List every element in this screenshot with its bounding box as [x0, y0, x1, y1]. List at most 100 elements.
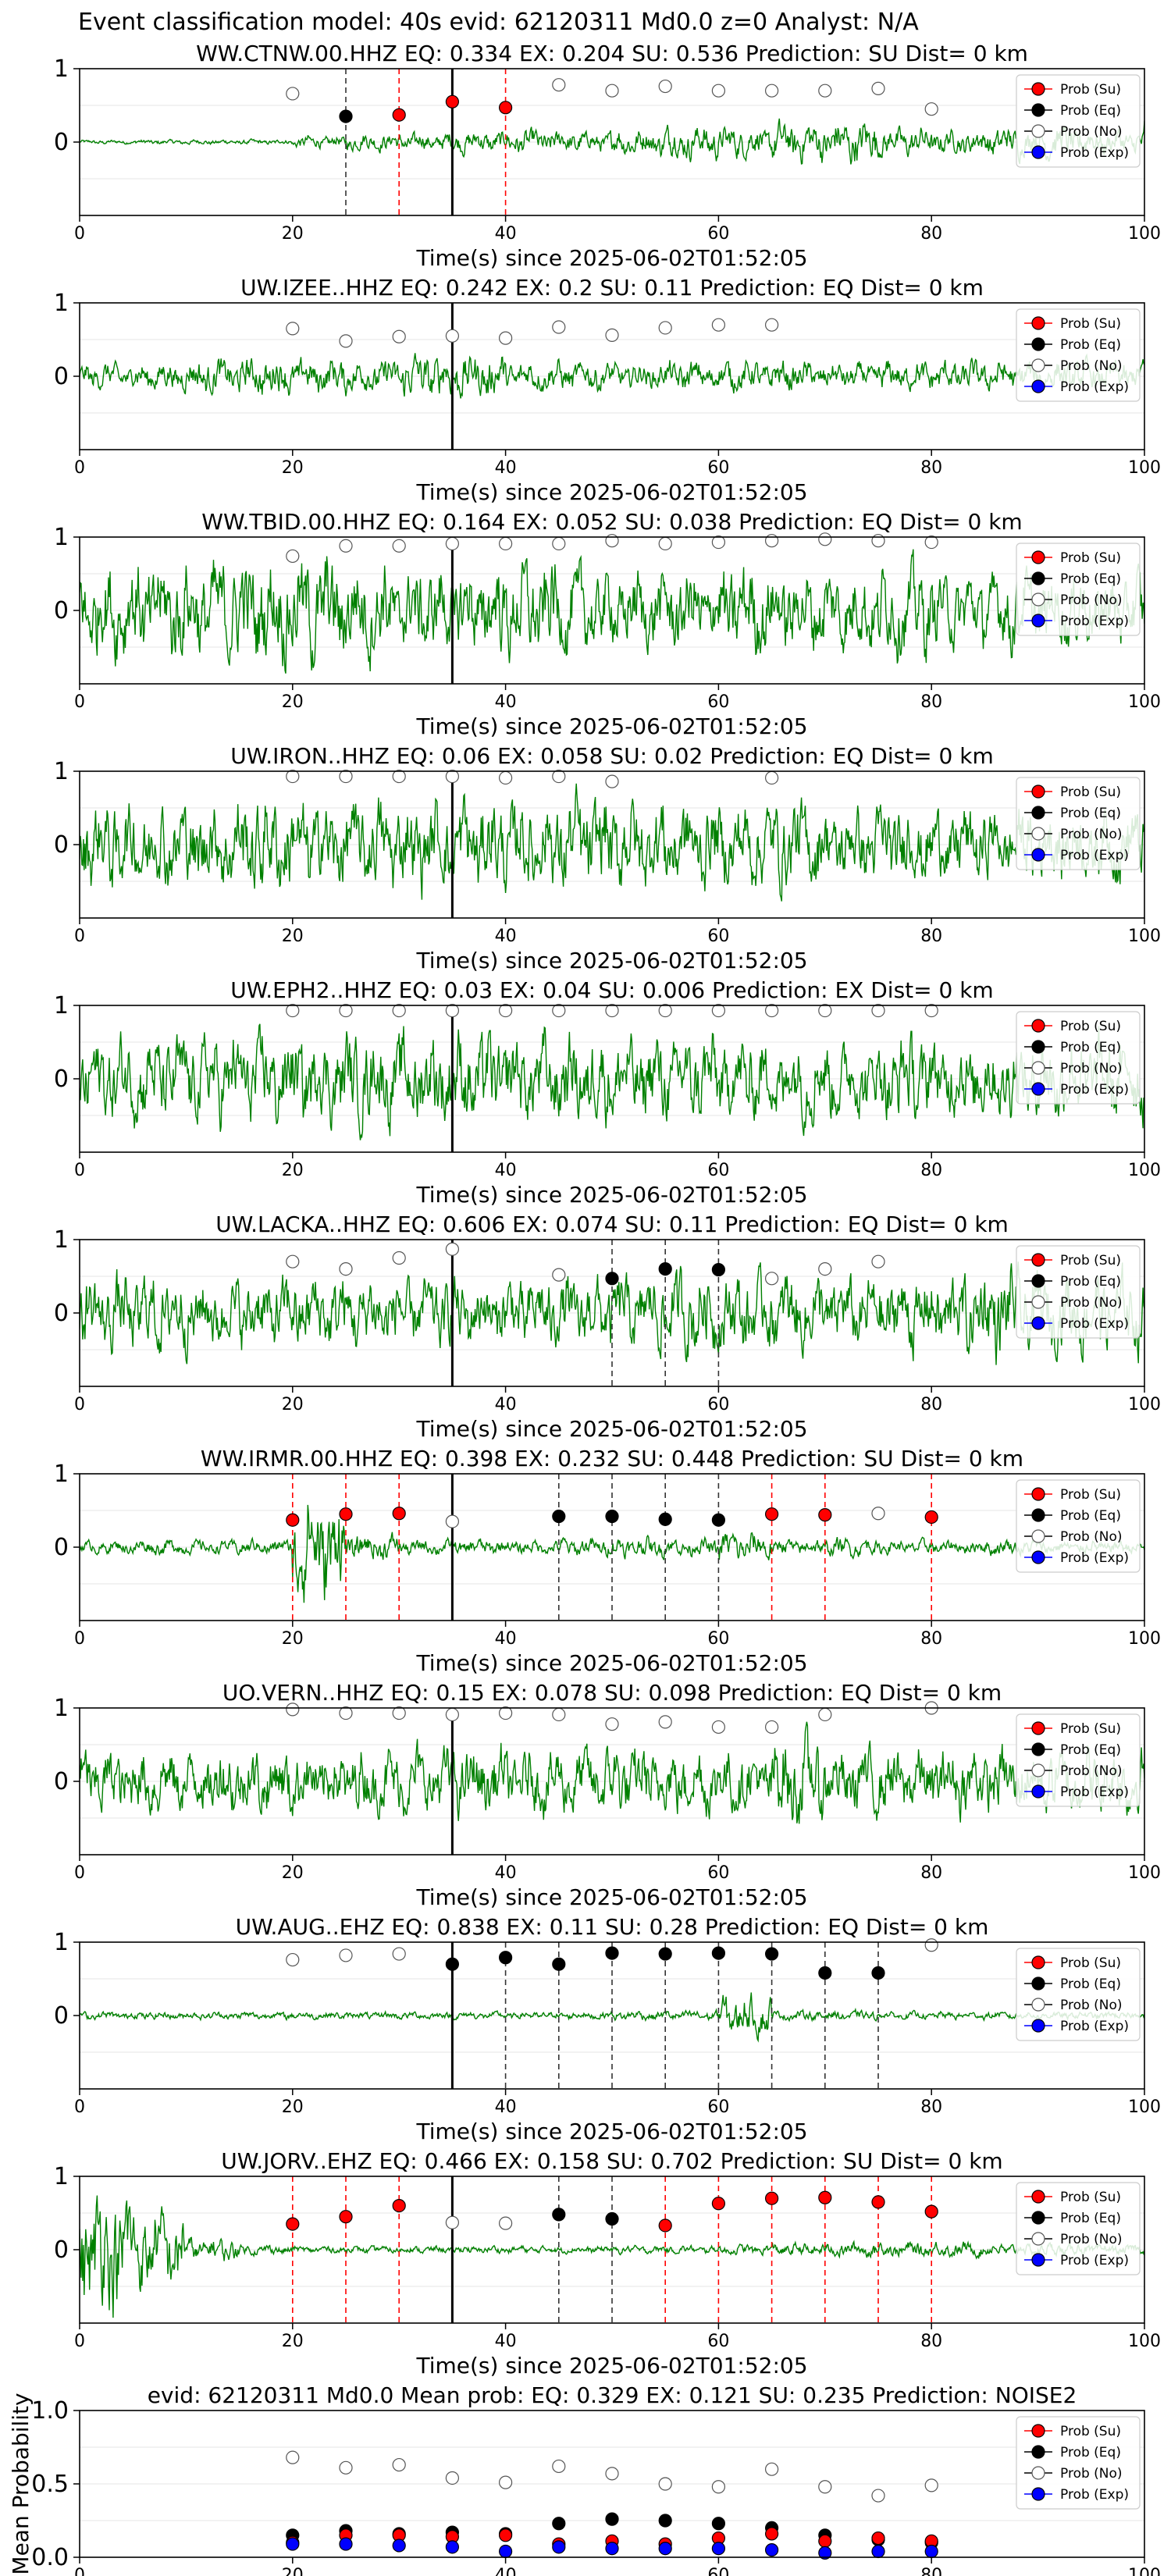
legend-label: Prob (No) [1060, 1763, 1123, 1779]
mean-prob-point-no [392, 2457, 406, 2472]
legend: Prob (Su) Prob (Eq) Prob (No) Prob (Exp) [1016, 1948, 1141, 2041]
prob-point-no [605, 1003, 619, 1018]
legend-marker-eq [1031, 806, 1045, 820]
legend: Prob (Su) Prob (Eq) Prob (No) Prob (Exp) [1016, 1713, 1141, 1807]
legend-label: Prob (Eq) [1060, 1508, 1121, 1524]
prob-point-no [339, 1003, 353, 1018]
prob-point-no [605, 774, 619, 788]
x-tick-label: 20 [282, 2566, 304, 2576]
y-tick-label: 1 [54, 2163, 69, 2190]
x-tick-label: 40 [495, 1629, 517, 1649]
legend-label: Prob (No) [1060, 2232, 1123, 2247]
prob-point-no [445, 536, 460, 551]
x-tick-label: 100 [1128, 1863, 1161, 1883]
legend-label: Prob (Su) [1060, 316, 1121, 332]
mean-prob-point-exp [605, 2542, 619, 2556]
x-tick-label: 100 [1128, 1395, 1161, 1414]
prob-point-no [392, 1003, 406, 1018]
prob-point-no [605, 534, 619, 548]
prob-point-no [605, 84, 619, 98]
prob-point-no [552, 769, 566, 784]
y-tick-label: 1 [54, 1226, 69, 1254]
legend-marker-su [1031, 316, 1045, 330]
legend-marker-su [1031, 1019, 1045, 1033]
legend-marker-exp [1031, 2019, 1045, 2033]
mean-prob-point-exp [552, 2540, 566, 2554]
mean-prob-point-eq [605, 2512, 619, 2526]
panel-title: UW.IZEE..HHZ EQ: 0.242 EX: 0.2 SU: 0.11 … [240, 275, 984, 301]
legend-label: Prob (Su) [1060, 1487, 1121, 1503]
x-tick-label: 100 [1128, 2097, 1161, 2117]
prob-point-no [498, 1706, 513, 1720]
prob-point-no [445, 1242, 460, 1256]
legend-label: Prob (Eq) [1060, 1040, 1121, 1055]
mean-prob-point-exp [711, 2542, 726, 2556]
prob-point-no [764, 1720, 779, 1735]
prob-point-eq [605, 1272, 619, 1286]
legend-marker-no [1031, 124, 1045, 138]
prob-point-eq [818, 1966, 832, 1980]
prob-point-eq [711, 1946, 726, 1960]
y-tick-label: 0.0 [31, 2544, 69, 2571]
prob-point-no [658, 321, 672, 335]
legend-label: Prob (No) [1060, 827, 1123, 842]
legend-label: Prob (Eq) [1060, 1976, 1121, 1992]
prob-point-su [392, 2199, 406, 2213]
legend: Prob (Su) Prob (Eq) Prob (No) Prob (Exp) [1016, 74, 1141, 168]
x-tick-label: 100 [1128, 458, 1161, 478]
y-tick-label: 0 [54, 129, 69, 156]
legend-marker-no [1031, 2232, 1045, 2246]
y-axis-label: Mean Probability [8, 2393, 34, 2574]
y-tick-label: 0 [54, 1534, 69, 1561]
legend-box [1016, 2182, 1141, 2275]
mean-prob-point-eq [711, 2517, 726, 2531]
x-tick-label: 40 [495, 692, 517, 712]
y-tick-label: 1 [54, 290, 69, 317]
prob-point-eq [605, 2211, 619, 2226]
legend: Prob (Su) Prob (Eq) Prob (No) Prob (Exp) [1016, 2182, 1141, 2275]
legend-label: Prob (No) [1060, 592, 1123, 608]
y-tick-label: 1 [54, 758, 69, 785]
prob-point-no [552, 1268, 566, 1282]
prob-point-no [711, 84, 726, 98]
prob-point-no [498, 1003, 513, 1018]
x-tick-label: 20 [282, 927, 304, 946]
x-tick-label: 80 [920, 458, 942, 478]
legend-label: Prob (Exp) [1060, 614, 1129, 629]
x-tick-label: 20 [282, 224, 304, 244]
x-tick-label: 40 [495, 1863, 517, 1883]
prob-point-no [764, 534, 779, 548]
x-tick-label: 60 [707, 1629, 729, 1649]
prob-point-no [552, 536, 566, 551]
y-tick-label: 0 [54, 2236, 69, 2264]
prob-point-no [392, 1706, 406, 1720]
prob-point-no [552, 320, 566, 334]
panel-title: WW.CTNW.00.HHZ EQ: 0.334 EX: 0.204 SU: 0… [196, 41, 1028, 66]
y-tick-label: 0 [54, 1768, 69, 1795]
x-tick-label: 20 [282, 1161, 304, 1180]
prob-point-eq [658, 1947, 672, 1961]
legend-label: Prob (Su) [1060, 2190, 1121, 2205]
mean-prob-point-no [445, 2471, 460, 2485]
x-axis-label: Time(s) since 2025-06-02T01:52:05 [415, 1650, 807, 1676]
x-tick-label: 60 [707, 927, 729, 946]
mean-prob-point-exp [658, 2542, 672, 2556]
legend-box [1016, 1948, 1141, 2041]
y-tick-label: 0 [54, 831, 69, 859]
mean-prob-point-no [658, 2477, 672, 2491]
prob-point-su [871, 2195, 885, 2209]
prob-point-su [658, 2218, 672, 2233]
prob-point-no [339, 334, 353, 348]
prob-point-eq [711, 1513, 726, 1527]
legend-marker-no [1031, 1061, 1045, 1075]
prob-point-no [339, 539, 353, 553]
prob-point-eq [658, 1261, 672, 1276]
waveform-trace [80, 783, 1144, 902]
legend-label: Prob (Exp) [1060, 1784, 1129, 1800]
legend-box [1016, 2416, 1141, 2510]
panel-title: UW.AUG..EHZ EQ: 0.838 EX: 0.11 SU: 0.28 … [236, 1914, 989, 1940]
legend-label: Prob (Su) [1060, 1019, 1121, 1034]
waveform-trace [80, 1992, 1144, 2043]
x-tick-label: 60 [707, 692, 729, 712]
prob-point-no [711, 1720, 726, 1735]
